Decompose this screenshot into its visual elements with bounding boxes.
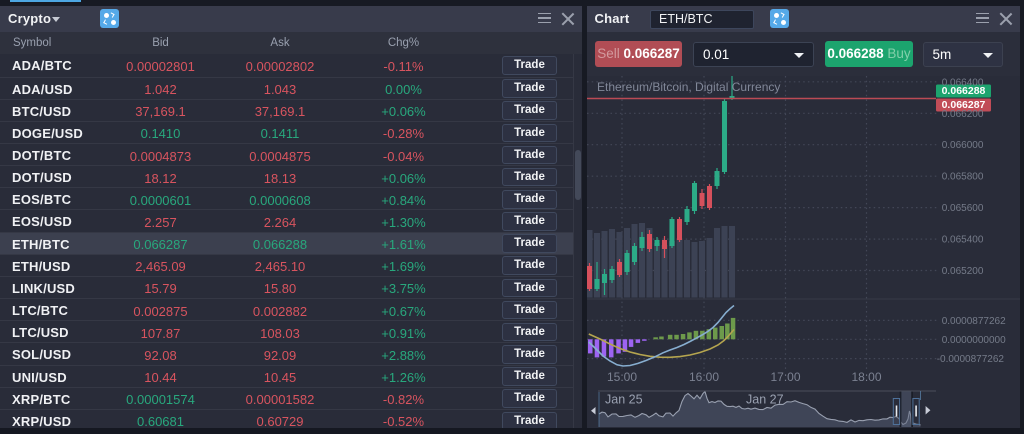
svg-text:0.066287: 0.066287 [942,99,986,111]
svg-text:0.065600: 0.065600 [942,203,984,214]
svg-text:Ethereum/Bitcoin, Digital Curr: Ethereum/Bitcoin, Digital Currency [597,80,780,94]
svg-text:Jan 25: Jan 25 [605,393,643,407]
svg-text:15:00: 15:00 [607,370,637,384]
svg-text:Jan 27: Jan 27 [746,393,784,407]
svg-text:0.065400: 0.065400 [942,235,984,246]
svg-text:0.0000877262: 0.0000877262 [942,316,1006,327]
svg-text:0.065800: 0.065800 [942,172,984,183]
svg-text:0.065200: 0.065200 [942,266,984,277]
svg-text:0.066200: 0.066200 [942,109,984,120]
svg-text:16:00: 16:00 [689,370,719,384]
svg-text:0.066288: 0.066288 [942,85,986,97]
svg-text:0.066400: 0.066400 [942,77,984,88]
svg-text:0.066000: 0.066000 [942,140,984,151]
svg-text:0.0000000000: 0.0000000000 [942,335,1006,346]
svg-text:17:00: 17:00 [770,370,800,384]
svg-text:-0.0000877262: -0.0000877262 [937,354,1005,365]
svg-text:18:00: 18:00 [851,370,881,384]
